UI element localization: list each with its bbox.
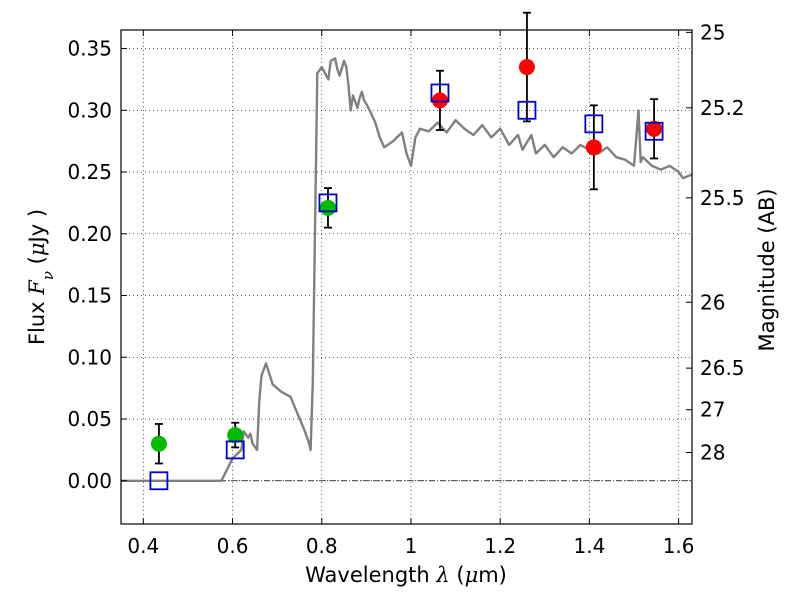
y-tick-label: 0.00 xyxy=(67,469,112,493)
observed-nir-point xyxy=(646,120,663,137)
grid xyxy=(121,30,692,524)
y-axis-label: Flux Fν (μJy ) xyxy=(25,209,57,345)
magnitude-tick-label: 27 xyxy=(700,398,725,422)
model-photometry-points xyxy=(149,83,664,491)
model-photometry-point xyxy=(584,114,604,134)
y-axis-label-unit-open: ( xyxy=(25,256,49,271)
y-axis-label-symbol: F xyxy=(25,279,49,296)
x-axis-label-unit-mu: μ xyxy=(465,563,479,587)
model-photometry-point xyxy=(430,83,450,103)
model-sed-curve xyxy=(121,57,693,482)
magnitude-tick-label: 28 xyxy=(700,440,725,464)
observed-nir-point xyxy=(585,139,602,156)
x-tick-labels: 0.4 0.6 0.8 1 1.2 1.4 1.6 xyxy=(127,534,694,558)
observed-optical-point xyxy=(319,199,336,216)
y-tick-label: 0.05 xyxy=(67,407,112,431)
observed-optical-point xyxy=(227,427,244,444)
magnitude-tick-label: 26.5 xyxy=(700,356,745,380)
model-photometry-point xyxy=(644,121,664,141)
y-axis-label-subscript: ν xyxy=(39,271,57,280)
plot-frame xyxy=(120,29,693,525)
magnitude-tick-label: 25.2 xyxy=(700,96,745,120)
y-tick-label: 0.20 xyxy=(67,222,112,246)
x-axis-label-symbol: λ xyxy=(435,563,449,587)
axis-ticks xyxy=(121,30,692,524)
model-photometry-point xyxy=(318,193,338,213)
y-tick-label: 0.25 xyxy=(67,160,112,184)
model-photometry-point xyxy=(225,440,245,460)
y-axis-label-text: Flux xyxy=(25,295,49,345)
x-tick-label: 1.2 xyxy=(484,534,516,558)
x-tick-label: 1.4 xyxy=(573,534,605,558)
x-tick-label: 0.4 xyxy=(127,534,159,558)
model-photometry-point xyxy=(517,100,537,120)
x-tick-label: 1.6 xyxy=(663,534,695,558)
observed-nir-point xyxy=(518,59,535,76)
x-tick-label: 0.6 xyxy=(217,534,249,558)
magnitude-tick-label: 26 xyxy=(700,290,725,314)
x-tick-label: 0.8 xyxy=(306,534,338,558)
magnitude-tick-label: 25.5 xyxy=(700,186,745,210)
y-tick-label: 0.30 xyxy=(67,98,112,122)
error-bars xyxy=(154,11,659,465)
observed-nir-points xyxy=(431,59,663,156)
observed-optical-point xyxy=(150,435,167,452)
x-axis-label-unit-open: ( xyxy=(450,563,465,587)
x-tick-label: 1 xyxy=(405,534,418,558)
y-tick-label: 0.15 xyxy=(67,284,112,308)
model-sed-layer xyxy=(121,57,693,482)
x-axis-label: Wavelength λ (μm) xyxy=(305,563,507,587)
magnitude-tick-labels: 25 25.2 25.5 26 26.5 27 28 xyxy=(700,20,745,464)
y-axis-label-unit-mu: μ xyxy=(25,242,49,256)
y-tick-label: 0.10 xyxy=(67,345,112,369)
magnitude-tick-label: 25 xyxy=(700,20,725,44)
observed-optical-points xyxy=(150,199,336,452)
y-tick-labels: 0.00 0.05 0.10 0.15 0.20 0.25 0.30 0.35 xyxy=(67,37,112,493)
model-photometry-point xyxy=(149,471,169,491)
x-axis-label-unit-rest: m) xyxy=(478,563,507,587)
y2-axis-label: Magnitude (AB) xyxy=(755,188,779,351)
y-tick-label: 0.35 xyxy=(67,37,112,61)
y-axis-label-unit-rest: Jy ) xyxy=(25,209,49,245)
observed-nir-point xyxy=(431,92,448,109)
x-axis-label-text: Wavelength xyxy=(305,563,436,587)
